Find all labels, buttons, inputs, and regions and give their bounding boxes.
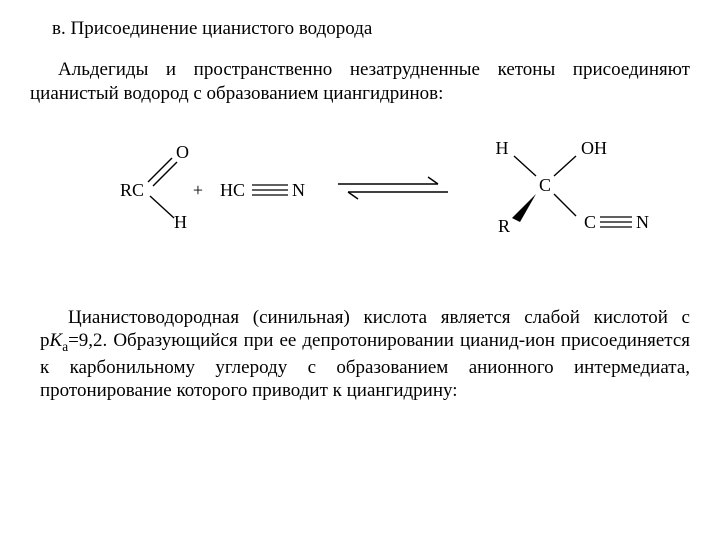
txt-OH-right: OH (581, 138, 607, 158)
txt-plus: + (193, 180, 203, 200)
txt-C-center: C (539, 175, 551, 195)
para2-K: K (50, 330, 63, 351)
reaction-svg: RC O H + HC N (60, 126, 660, 246)
txt-R-right: R (498, 216, 510, 236)
txt-N-left: N (292, 180, 305, 200)
bond-c-h-r (514, 156, 536, 176)
txt-H-right: H (496, 138, 509, 158)
bond-c-oh (554, 156, 576, 176)
txt-HC: HC (220, 180, 245, 200)
para2-post: =9,2. Образующийся при ее депротонирован… (40, 330, 690, 401)
wedge-r (512, 194, 536, 222)
equilibrium-arrow (338, 177, 448, 199)
bond-c-cn (554, 194, 576, 216)
section-title: в. Присоединение цианистого водорода (30, 18, 690, 40)
intro-paragraph: Альдегиды и пространственно незатрудненн… (30, 58, 690, 106)
reaction-scheme: RC O H + HC N (30, 126, 690, 246)
txt-C2-right: C (584, 212, 596, 232)
txt-O-left: O (176, 142, 189, 162)
bond-ch (150, 196, 174, 218)
para-acid: Цианистоводородная (синильная) кислота я… (40, 306, 690, 404)
txt-R-left: RC (120, 180, 144, 200)
txt-N-right: N (636, 212, 649, 232)
txt-H-left: H (174, 212, 187, 232)
